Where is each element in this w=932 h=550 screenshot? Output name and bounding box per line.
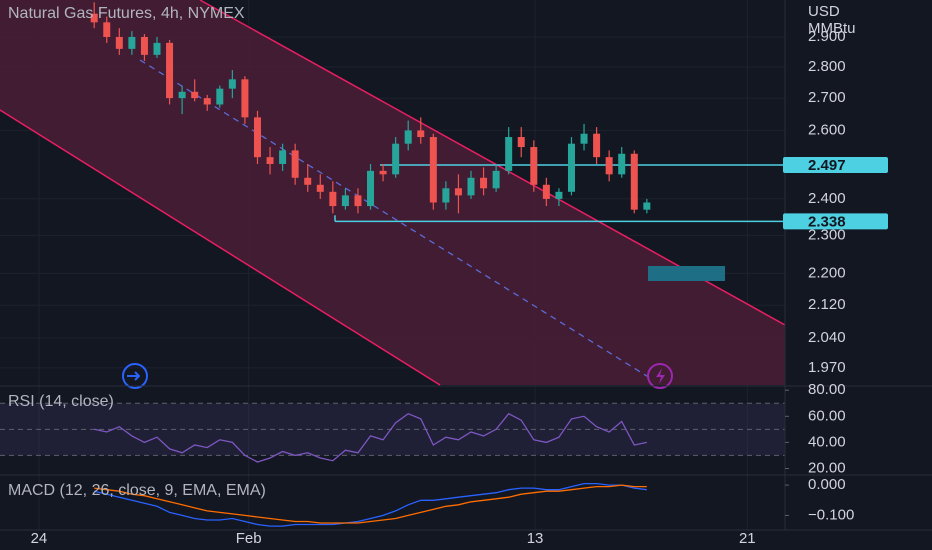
candle-body — [115, 36, 123, 49]
candle-body — [480, 177, 488, 189]
y-tick-label: 2.600 — [808, 121, 846, 138]
x-tick-label: Feb — [236, 530, 262, 547]
candle-body — [216, 88, 224, 105]
candle-body — [103, 22, 111, 37]
candle-body — [329, 191, 337, 207]
macd-line — [94, 484, 647, 524]
chart-title: Natural Gas Futures, 4h, NYMEX — [8, 5, 245, 22]
candle-body — [279, 150, 287, 164]
x-tick-label: 24 — [31, 530, 48, 547]
rsi-title: RSI (14, close) — [8, 393, 114, 410]
unit: MMBtu — [808, 20, 856, 37]
candle-body — [530, 147, 538, 185]
macd-tick-label: 0.000 — [808, 476, 846, 493]
y-tick-label: 2.200 — [808, 264, 846, 281]
y-tick-label: 2.400 — [808, 190, 846, 207]
y-tick-label: 1.970 — [808, 359, 846, 376]
candle-body — [128, 36, 136, 49]
price-level-label: 2.497 — [808, 157, 846, 174]
candle-body — [618, 153, 626, 175]
replay-arrow — [127, 371, 141, 381]
x-tick-label: 21 — [739, 530, 756, 547]
candle-body — [253, 117, 261, 158]
candle-body — [178, 91, 186, 99]
alert-icon[interactable] — [647, 363, 673, 389]
y-tick-label: 2.120 — [808, 296, 846, 313]
candle-body — [555, 191, 563, 199]
rsi-tick-label: 60.00 — [808, 407, 846, 424]
rsi-tick-label: 20.00 — [808, 459, 846, 476]
candle-body — [517, 137, 525, 148]
macd-title: MACD (12, 26, close, 9, EMA, EMA) — [8, 482, 266, 499]
macd-tick-label: −0.100 — [808, 506, 854, 523]
candle-body — [605, 157, 613, 175]
candle-body — [316, 184, 324, 192]
candle-body — [304, 177, 312, 185]
candle-body — [367, 170, 375, 207]
y-tick-label: 2.700 — [808, 89, 846, 106]
currency: USD — [808, 3, 840, 20]
candle-body — [404, 130, 412, 144]
candle-body — [567, 143, 575, 192]
candle-body — [291, 150, 299, 178]
candle-body — [630, 153, 638, 210]
candle-body — [228, 79, 236, 89]
candle-body — [580, 133, 588, 144]
candle-body — [90, 13, 98, 23]
replay-icon[interactable] — [122, 363, 148, 389]
candle-body — [203, 98, 211, 105]
candle-body — [354, 195, 362, 207]
candle-body — [417, 130, 425, 138]
macd-line — [94, 482, 647, 527]
candle-body — [454, 188, 462, 196]
channel-mid — [139, 59, 651, 379]
alert-bolt — [656, 368, 665, 384]
candle-body — [266, 157, 274, 164]
candle-body — [392, 143, 400, 175]
y-tick-label: 2.900 — [808, 28, 846, 45]
price-level-label: 2.338 — [808, 213, 846, 230]
target-box — [648, 266, 725, 281]
price-level-box — [783, 157, 888, 174]
candle-body — [379, 170, 387, 175]
candle-body — [429, 137, 437, 203]
channel-lower — [0, 109, 441, 386]
candle-body — [140, 36, 148, 55]
candle-body — [153, 42, 161, 55]
candle-body — [442, 188, 450, 203]
candle-body — [492, 170, 500, 189]
y-tick-label: 2.300 — [808, 226, 846, 243]
candle-body — [643, 202, 651, 210]
rsi-tick-label: 40.00 — [808, 433, 846, 450]
candle-body — [593, 133, 601, 158]
y-tick-label: 2.800 — [808, 58, 846, 75]
candle-body — [467, 177, 475, 196]
candle-body — [341, 195, 349, 207]
candle-body — [166, 42, 174, 99]
candle-body — [505, 137, 513, 171]
candle-body — [542, 184, 550, 199]
candle-body — [241, 79, 249, 118]
x-tick-label: 13 — [527, 530, 544, 547]
rsi-tick-label: 80.00 — [808, 381, 846, 398]
y-tick-label: 2.040 — [808, 329, 846, 346]
rsi-line — [94, 412, 647, 463]
price-level-box — [783, 213, 888, 230]
marks — [90, 2, 785, 527]
candle-body — [191, 91, 199, 99]
